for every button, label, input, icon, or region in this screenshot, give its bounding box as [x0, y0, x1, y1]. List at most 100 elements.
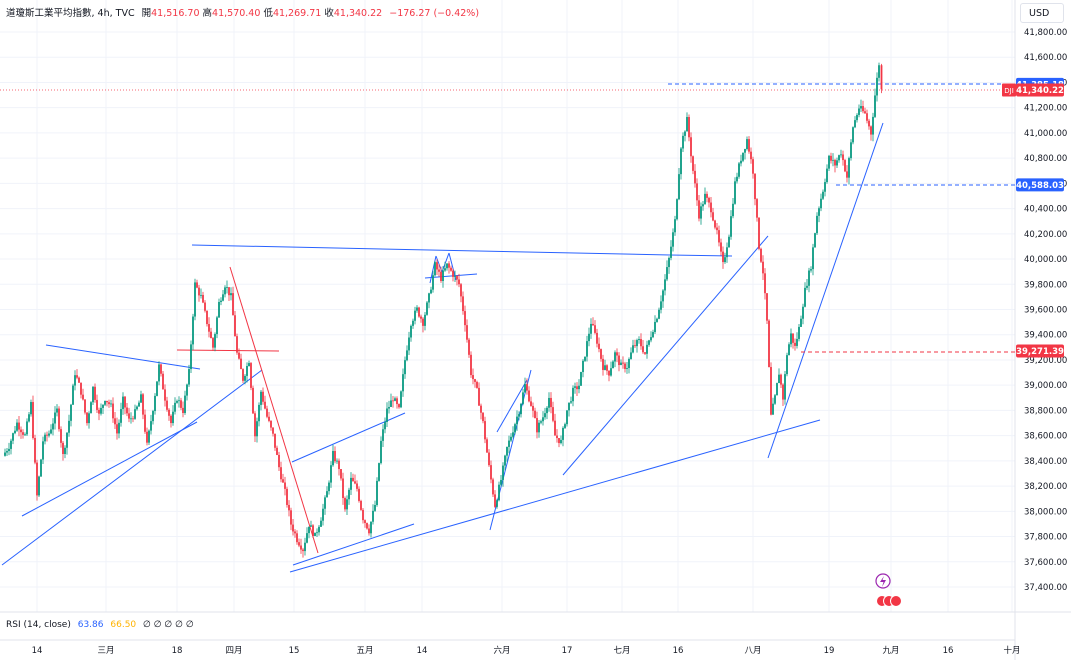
candle-body — [158, 364, 160, 382]
candle-body — [594, 325, 596, 333]
candle-body — [704, 193, 706, 205]
time-tick-label: 17 — [562, 646, 573, 656]
price-level-tag — [1016, 178, 1064, 192]
trendline[interactable] — [669, 254, 733, 257]
candle-body — [492, 479, 494, 495]
candle-body — [864, 111, 866, 114]
candle-body — [562, 427, 564, 440]
candle-body — [528, 390, 530, 402]
candle-body — [676, 199, 678, 220]
candle-body — [684, 131, 686, 136]
candle-body — [754, 173, 756, 200]
rsi-indicator-legend[interactable]: RSI (14, close) 63.86 66.50 ∅ ∅ ∅ ∅ ∅ — [6, 620, 194, 630]
candle-body — [122, 396, 124, 410]
candle-body — [336, 460, 338, 462]
candle-body — [792, 333, 794, 343]
candle-body — [724, 257, 726, 263]
trendline[interactable] — [291, 412, 406, 463]
candle-body — [480, 405, 482, 413]
candle-body — [318, 526, 320, 533]
candle-body — [764, 273, 766, 294]
candle-body — [732, 203, 734, 217]
candle-body — [346, 499, 348, 510]
candle-body — [834, 159, 836, 166]
candle-body — [592, 323, 594, 326]
candle-body — [728, 236, 730, 248]
candle-body — [376, 480, 378, 506]
trendline[interactable] — [429, 255, 437, 284]
candle-body — [814, 233, 816, 248]
trendline-drawings[interactable] — [0, 83, 1016, 573]
trendline[interactable] — [292, 523, 415, 566]
candle-body — [308, 526, 310, 534]
price-axis[interactable]: 41,800.0041,600.0041,400.0041,200.0041,0… — [1024, 28, 1067, 593]
trendline[interactable] — [496, 379, 528, 433]
candle-body — [752, 159, 754, 174]
candle-body — [600, 349, 602, 359]
candle-body — [130, 418, 132, 420]
candle-body — [424, 314, 426, 326]
candle-body — [266, 408, 268, 417]
candle-body — [72, 385, 74, 405]
candle-body — [716, 227, 718, 231]
trendline[interactable] — [21, 421, 198, 517]
event-icons[interactable] — [875, 573, 902, 607]
candle-body — [414, 310, 416, 321]
candle-body — [322, 508, 324, 521]
candle-body — [652, 332, 654, 338]
candle-body — [46, 434, 48, 436]
price-level-label: 39,271.39 — [1016, 347, 1064, 357]
candle-body — [34, 437, 36, 463]
candle-body — [842, 154, 844, 161]
candle-body — [314, 532, 316, 536]
candle-body — [786, 355, 788, 375]
candle-body — [460, 284, 462, 297]
candle-body — [442, 270, 444, 282]
candle-body — [38, 476, 40, 496]
rsi-title: RSI (14, close) — [6, 620, 71, 630]
symbol-title[interactable]: 道瓊斯工業平均指數, 4h, TVC — [6, 8, 135, 19]
trendline[interactable] — [191, 244, 671, 256]
candle-body — [146, 431, 148, 443]
candle-body — [500, 479, 502, 485]
time-tick-label: 五月 — [356, 646, 373, 656]
trendline[interactable] — [45, 344, 201, 370]
candle-body — [18, 422, 20, 430]
price-tick-label: 37,400.00 — [1024, 583, 1067, 593]
candle-body — [22, 432, 24, 435]
candle-body — [870, 126, 872, 135]
candle-body — [818, 208, 820, 216]
trendline[interactable] — [289, 419, 821, 573]
candle-body — [208, 324, 210, 332]
candle-body — [548, 397, 550, 408]
candle-body — [248, 363, 250, 367]
close-value: 41,340.22 — [333, 8, 383, 19]
time-tick-label: 九月 — [882, 646, 899, 656]
trendline[interactable] — [1, 369, 263, 566]
candle-body — [602, 358, 604, 370]
candle-body — [14, 430, 16, 434]
time-tick-label: 14 — [32, 646, 43, 656]
us-flag-icon[interactable] — [890, 595, 902, 607]
trendline[interactable] — [562, 235, 769, 476]
candle-body — [94, 386, 96, 400]
candle-body — [876, 77, 878, 96]
candle-body — [236, 336, 238, 353]
time-axis[interactable]: 14 三月 18 四月 15 五月 14 六月 17 七月 16 八月 19 九月 16 十月 — [32, 645, 1021, 656]
candle-body — [816, 215, 818, 234]
candle-body — [98, 409, 100, 414]
candle-body — [88, 413, 90, 424]
candle-body — [40, 459, 42, 477]
trendline[interactable] — [767, 122, 884, 459]
candle-body — [448, 263, 450, 268]
candle-body — [70, 404, 72, 421]
currency-button[interactable]: USD — [1020, 3, 1064, 23]
candle-body — [264, 401, 266, 409]
candle-body — [502, 465, 504, 480]
candle-body — [542, 417, 544, 422]
trendline[interactable] — [229, 266, 319, 554]
trendline[interactable] — [176, 349, 280, 352]
candle-body — [776, 383, 778, 396]
candle-body — [748, 139, 750, 152]
